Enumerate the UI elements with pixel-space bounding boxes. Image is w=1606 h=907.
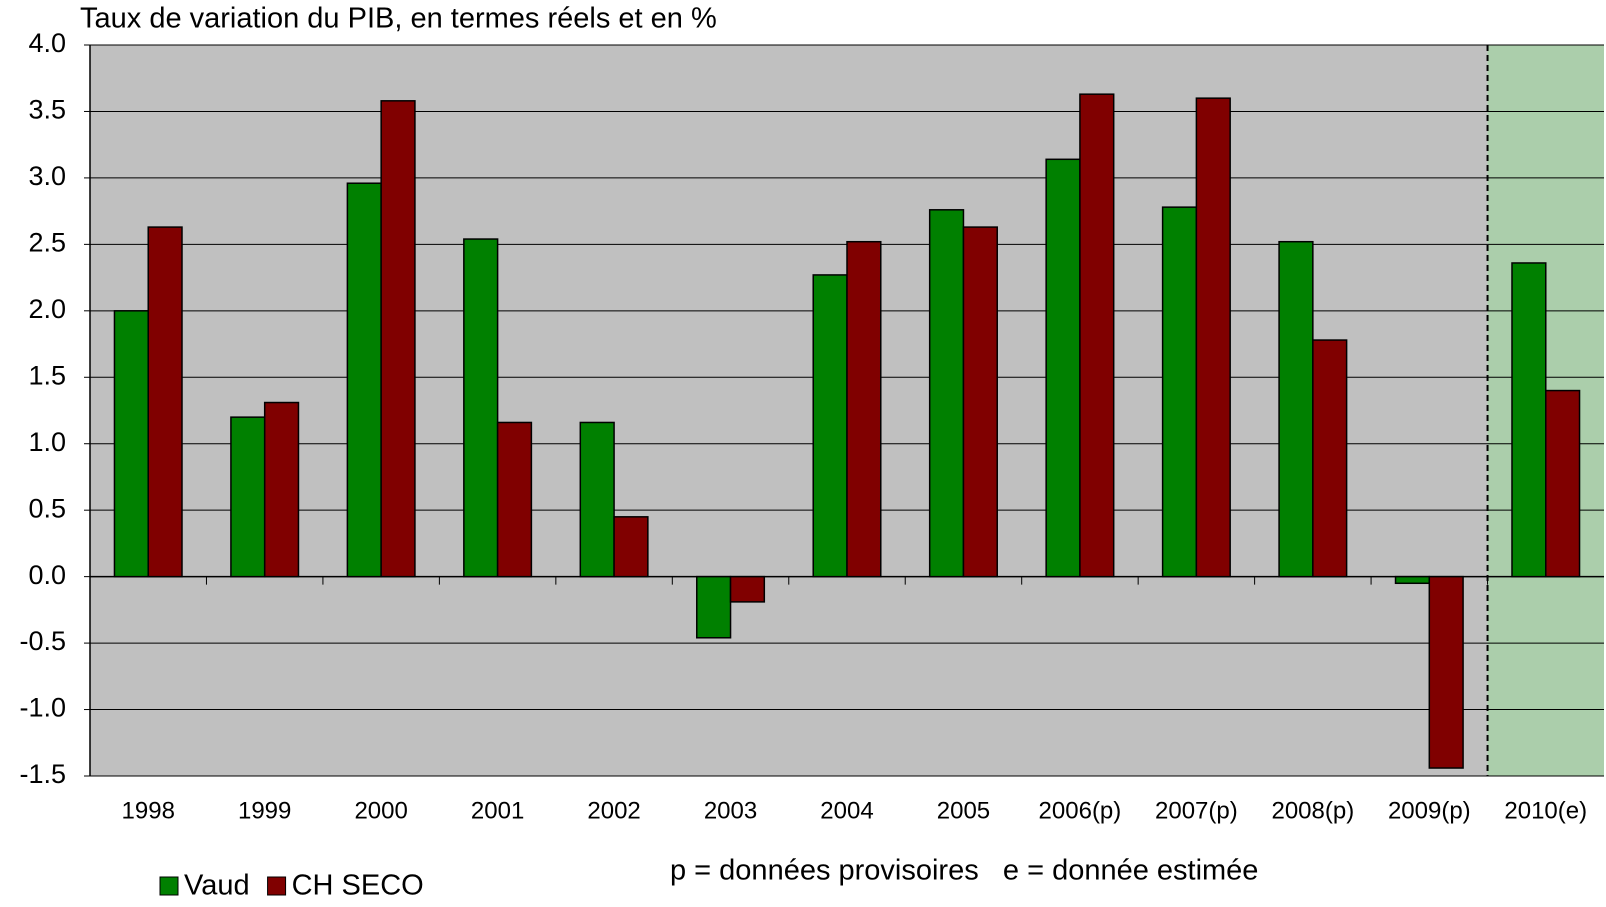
bar <box>346 182 382 578</box>
x-tick-label: 2001 <box>471 797 524 824</box>
legend-label: Vaud <box>184 870 250 902</box>
y-tick-label: -1.5 <box>19 759 66 789</box>
x-tick-label: 2003 <box>704 797 757 824</box>
y-tick-label: 3.5 <box>28 95 66 125</box>
bar <box>729 575 766 603</box>
bar <box>928 209 965 578</box>
bar <box>613 516 649 578</box>
bar <box>463 238 499 578</box>
legend-swatch <box>267 876 287 896</box>
y-tick-label: 3.0 <box>28 161 66 191</box>
y-tick-label: 2.0 <box>28 294 66 324</box>
x-tick-label: 2000 <box>354 797 407 824</box>
y-tick-label: 2.5 <box>28 227 66 257</box>
bar <box>846 240 882 578</box>
annotation: p = données provisoires e = donnée estim… <box>670 855 1258 887</box>
x-tick-label: 2010(e) <box>1504 797 1587 824</box>
bar <box>962 226 998 578</box>
bar <box>1278 240 1314 578</box>
bar <box>1161 206 1198 578</box>
x-tick-label: 2005 <box>937 797 990 824</box>
chart-title: Taux de variation du PIB, en termes réel… <box>80 3 717 35</box>
y-tick-label: 1.5 <box>28 360 66 390</box>
x-tick-label: 2004 <box>820 797 873 824</box>
bar <box>1079 93 1115 578</box>
bar <box>230 416 266 578</box>
y-tick-label: 0.5 <box>28 493 66 523</box>
x-tick-label: 1999 <box>238 797 291 824</box>
y-tick-label: -0.5 <box>19 626 66 656</box>
bar <box>1545 389 1581 578</box>
x-tick-label: 1998 <box>122 797 175 824</box>
bar <box>1195 97 1231 578</box>
bar <box>812 274 848 578</box>
y-tick-label: 0.0 <box>28 560 66 590</box>
y-tick-label: -1.0 <box>19 693 66 723</box>
x-tick-label: 2006(p) <box>1039 797 1122 824</box>
bar <box>147 226 183 578</box>
bar <box>1428 575 1464 769</box>
bar <box>496 421 533 578</box>
bar <box>696 575 732 639</box>
x-tick-label: 2007(p) <box>1155 797 1238 824</box>
bar <box>579 421 615 578</box>
bar <box>1045 158 1081 578</box>
bar <box>380 100 416 578</box>
bar <box>1394 575 1431 585</box>
y-tick-label: 4.0 <box>28 28 66 58</box>
bar <box>1312 339 1348 578</box>
x-tick-label: 2002 <box>587 797 640 824</box>
legend-label: CH SECO <box>292 870 424 902</box>
x-tick-label: 2009(p) <box>1388 797 1471 824</box>
bar <box>113 310 149 578</box>
legend-swatch <box>159 876 179 896</box>
y-tick-label: 1.0 <box>28 427 66 457</box>
x-tick-label: 2008(p) <box>1271 797 1354 824</box>
bar <box>263 401 300 578</box>
bar <box>1511 262 1547 578</box>
